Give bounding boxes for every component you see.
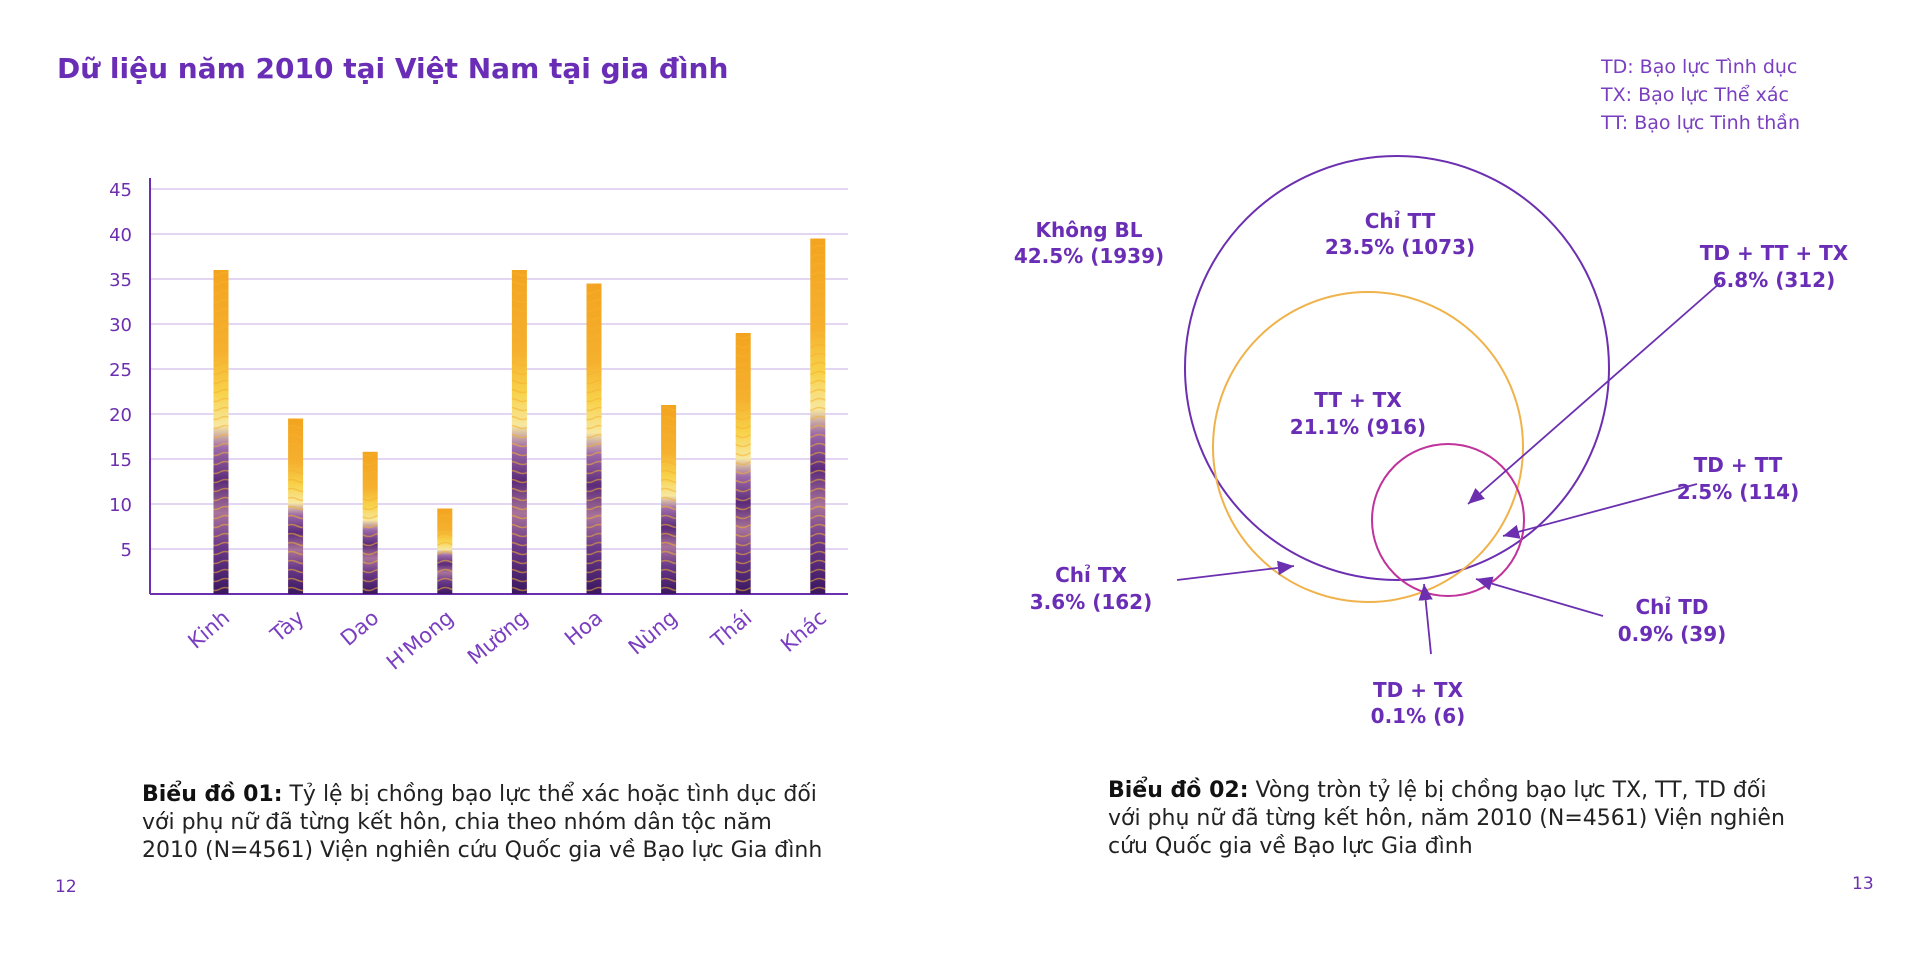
- label-td-tt-tx: TD + TT + TX: [1700, 241, 1849, 265]
- x-tick-label: H'Mong: [382, 605, 458, 674]
- y-tick-label: 30: [109, 315, 132, 336]
- label-chi-tt: Chỉ TT: [1365, 209, 1436, 233]
- label-td-tt: TD + TT: [1694, 453, 1783, 477]
- arrow-chi-tx: [1176, 560, 1295, 581]
- bar-texture: [586, 283, 602, 594]
- x-tick-label: Nùng: [624, 605, 682, 659]
- label-tt-tx: TT + TX: [1314, 388, 1402, 412]
- caption-chart-2: Biểu đồ 02: Vòng tròn tỷ lệ bị chồng bạo…: [1108, 777, 1798, 861]
- circle-td: [1371, 443, 1525, 597]
- arrow-td-tt: [1502, 483, 1698, 539]
- caption-chart-2-text: Vòng tròn tỷ lệ bị chồng bạo lực TX, TT,…: [1108, 778, 1785, 859]
- bar-texture: [437, 508, 453, 594]
- caption-chart-1: Biểu đồ 01: Tỷ lệ bị chồng bạo lực thể x…: [142, 781, 832, 865]
- x-tick-label: Tày: [265, 605, 309, 647]
- bar-texture: [735, 333, 751, 594]
- y-tick-label: 15: [109, 450, 132, 471]
- x-tick-label: Hoa: [560, 605, 607, 650]
- circle-tt: [1184, 155, 1610, 581]
- value-td-tx: 0.1% (6): [1371, 704, 1466, 728]
- y-tick-label: 40: [109, 225, 132, 246]
- y-tick-label: 20: [109, 405, 132, 426]
- page-number-right: 13: [1852, 874, 1874, 894]
- bar-texture: [362, 451, 378, 594]
- venn-diagram: Không BL 42.5% (1939) Chỉ TT 23.5% (1073…: [1014, 155, 1849, 728]
- y-tick-label: 5: [121, 540, 132, 561]
- grid-lines: [150, 188, 848, 550]
- bar-texture: [213, 270, 229, 594]
- value-tt-tx: 21.1% (916): [1290, 415, 1426, 439]
- x-tick-label: Dao: [336, 605, 384, 650]
- legend-td: TD: Bạo lực Tình dục: [1601, 56, 1798, 78]
- label-khong-bl: Không BL: [1036, 218, 1143, 242]
- y-tick-label: 35: [109, 270, 132, 291]
- x-tick-label: Khác: [776, 605, 831, 656]
- y-tick-label: 45: [109, 180, 132, 201]
- value-chi-tt: 23.5% (1073): [1325, 235, 1475, 259]
- legend-tt: TT: Bạo lực Tinh thần: [1601, 112, 1800, 134]
- bar-texture: [810, 238, 826, 594]
- label-chi-td: Chỉ TD: [1636, 595, 1709, 619]
- x-tick-label: Thái: [706, 605, 757, 653]
- arrow-chi-td: [1475, 576, 1604, 617]
- label-td-tx: TD + TX: [1373, 678, 1464, 702]
- x-tick-label: Mường: [463, 605, 533, 669]
- arrow-td-tt-tx: [1467, 282, 1721, 505]
- value-chi-td: 0.9% (39): [1618, 622, 1727, 646]
- arrow-td-tx: [1418, 583, 1433, 655]
- bar-texture: [288, 418, 304, 594]
- y-tick-label: 25: [109, 360, 132, 381]
- page-title: Dữ liệu năm 2010 tại Việt Nam tại gia đì…: [57, 52, 729, 85]
- value-khong-bl: 42.5% (1939): [1014, 244, 1164, 268]
- y-tick-label: 10: [109, 495, 132, 516]
- value-td-tt: 2.5% (114): [1677, 480, 1799, 504]
- abbreviation-legend: TD: Bạo lực Tình dục TX: Bạo lực Thể xác…: [1601, 53, 1800, 137]
- value-td-tt-tx: 6.8% (312): [1713, 268, 1835, 292]
- caption-chart-1-label: Biểu đồ 01:: [142, 782, 283, 807]
- legend-tx: TX: Bạo lực Thể xác: [1601, 84, 1789, 106]
- x-tick-label: Kinh: [183, 605, 234, 653]
- caption-chart-1-text: Tỷ lệ bị chồng bạo lực thể xác hoặc tình…: [142, 782, 823, 863]
- label-chi-tx: Chỉ TX: [1055, 563, 1127, 587]
- page-number-left: 12: [55, 877, 77, 897]
- bar-texture: [661, 405, 677, 594]
- bar-texture: [511, 270, 527, 594]
- circle-tx: [1212, 291, 1524, 603]
- caption-chart-2-label: Biểu đồ 02:: [1108, 778, 1249, 803]
- value-chi-tx: 3.6% (162): [1030, 590, 1152, 614]
